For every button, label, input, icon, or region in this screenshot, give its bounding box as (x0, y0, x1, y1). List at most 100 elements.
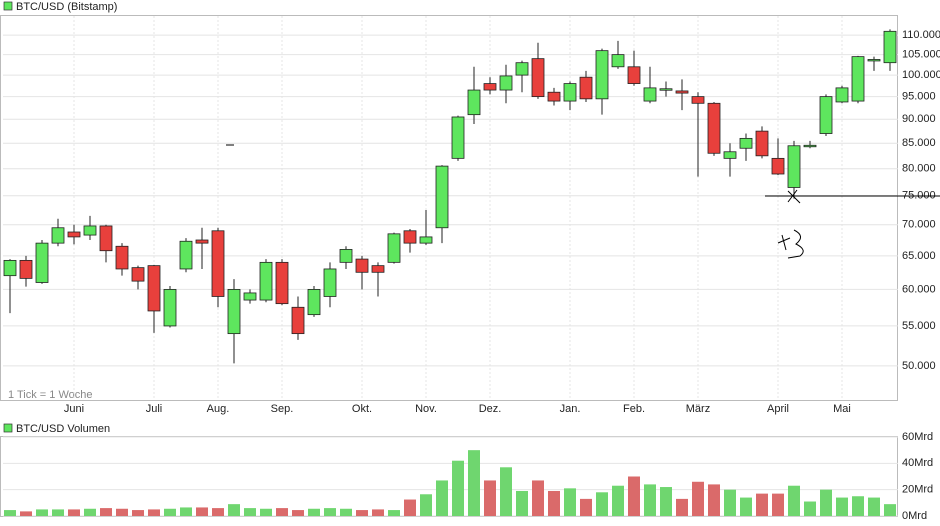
candle-body (3, 259, 17, 277)
volume-bar (276, 508, 288, 516)
candle-body (339, 249, 353, 263)
candle-body (195, 239, 209, 244)
volume-bar (436, 480, 448, 516)
candle-body (371, 265, 385, 273)
volume-bar (36, 509, 48, 516)
x-tick-label: April (767, 403, 789, 415)
volume-bar (484, 480, 496, 516)
candle-body (691, 96, 705, 104)
volume-bar (84, 508, 96, 516)
candle-body (659, 88, 673, 91)
candle-body (483, 83, 497, 91)
candle-body (771, 157, 785, 175)
candle-body (515, 62, 529, 76)
x-tick-label: Okt. (352, 403, 372, 415)
candle-body (755, 130, 769, 157)
candle-body (819, 96, 833, 134)
candle-body (259, 261, 273, 301)
volume-bar (756, 493, 768, 516)
volume-bar (372, 509, 384, 516)
volume-bar (148, 509, 160, 516)
volume-bar (212, 508, 224, 516)
volume-bar (532, 480, 544, 516)
candle-body (883, 30, 897, 64)
volume-bar (820, 489, 832, 516)
x-tick-label: Jan. (560, 403, 581, 415)
candle-body (179, 240, 193, 270)
candle-body (307, 289, 321, 316)
volume-bar (596, 492, 608, 516)
candle-body (851, 56, 865, 102)
volume-bar (580, 498, 592, 516)
y-tick-label: 60Mrd (902, 431, 933, 443)
volume-bar (836, 497, 848, 516)
candle-body (547, 91, 561, 102)
y-tick-label: 110.000 (902, 29, 940, 41)
x-tick-label: Nov. (415, 403, 437, 415)
volume-bar (132, 510, 144, 516)
volume-bar (404, 499, 416, 516)
volume-bar (884, 504, 896, 516)
y-tick-label: 85.000 (902, 137, 936, 149)
candle-body (19, 259, 33, 279)
volume-bar (548, 490, 560, 516)
volume-bar (164, 508, 176, 516)
volume-bar (244, 508, 256, 516)
y-tick-label: 105.000 (902, 49, 940, 61)
candle-body (275, 261, 289, 305)
candle-body (499, 75, 513, 91)
candle-body (243, 292, 257, 301)
candle-body (115, 245, 129, 270)
candle-body (163, 289, 177, 327)
volume-bar (68, 509, 80, 516)
volume-bar (740, 497, 752, 516)
candle-body (867, 59, 881, 62)
y-tick-label: 50.000 (902, 360, 936, 372)
candle-body (387, 233, 401, 263)
candle-body (643, 87, 657, 102)
candle-body (291, 306, 305, 335)
volume-bar (308, 508, 320, 516)
candle-body (403, 230, 417, 244)
volume-bar (420, 494, 432, 516)
x-tick-label: Sep. (271, 403, 294, 415)
candle-body (595, 50, 609, 100)
volume-bar (20, 511, 32, 516)
volume-bar (452, 460, 464, 516)
candle-body (131, 267, 145, 282)
tick-note: 1 Tick = 1 Woche (8, 389, 92, 401)
price-panel: 50.00055.00060.00065.00070.00075.00080.0… (3, 16, 940, 415)
volume-bar (388, 510, 400, 516)
candle-body (35, 242, 49, 283)
annotation-scribble (777, 229, 804, 259)
volume-panel: 0Mrd 20Mrd 40Mrd 60Mrd (3, 431, 933, 522)
volume-bar (852, 496, 864, 516)
volume-bar (468, 450, 480, 516)
volume-bar (564, 488, 576, 516)
candle-body (467, 89, 481, 116)
hand-annotations (226, 144, 940, 259)
y-tick-label: 40Mrd (902, 457, 933, 469)
volume-bar (660, 487, 672, 516)
price-frame (0, 15, 898, 401)
volume-bar (628, 476, 640, 516)
x-tick-label: Feb. (623, 403, 645, 415)
volume-bar (676, 498, 688, 516)
candle-body (51, 227, 65, 244)
y-tick-label: 70.000 (902, 219, 936, 231)
volume-bar (500, 467, 512, 516)
volume-bar (260, 508, 272, 516)
candle-body (435, 165, 449, 229)
candle-body (323, 268, 337, 297)
candle-body (67, 231, 81, 238)
legend-swatch (3, 1, 13, 11)
volume-bar (116, 508, 128, 516)
volume-bar (868, 497, 880, 516)
volume-bar (356, 510, 368, 516)
volume-bar (692, 481, 704, 516)
volume-bar (644, 484, 656, 516)
candle-body (579, 76, 593, 100)
candle-body (739, 137, 753, 149)
y-tick-label: 20Mrd (902, 484, 933, 496)
annotation-cross (787, 189, 801, 204)
